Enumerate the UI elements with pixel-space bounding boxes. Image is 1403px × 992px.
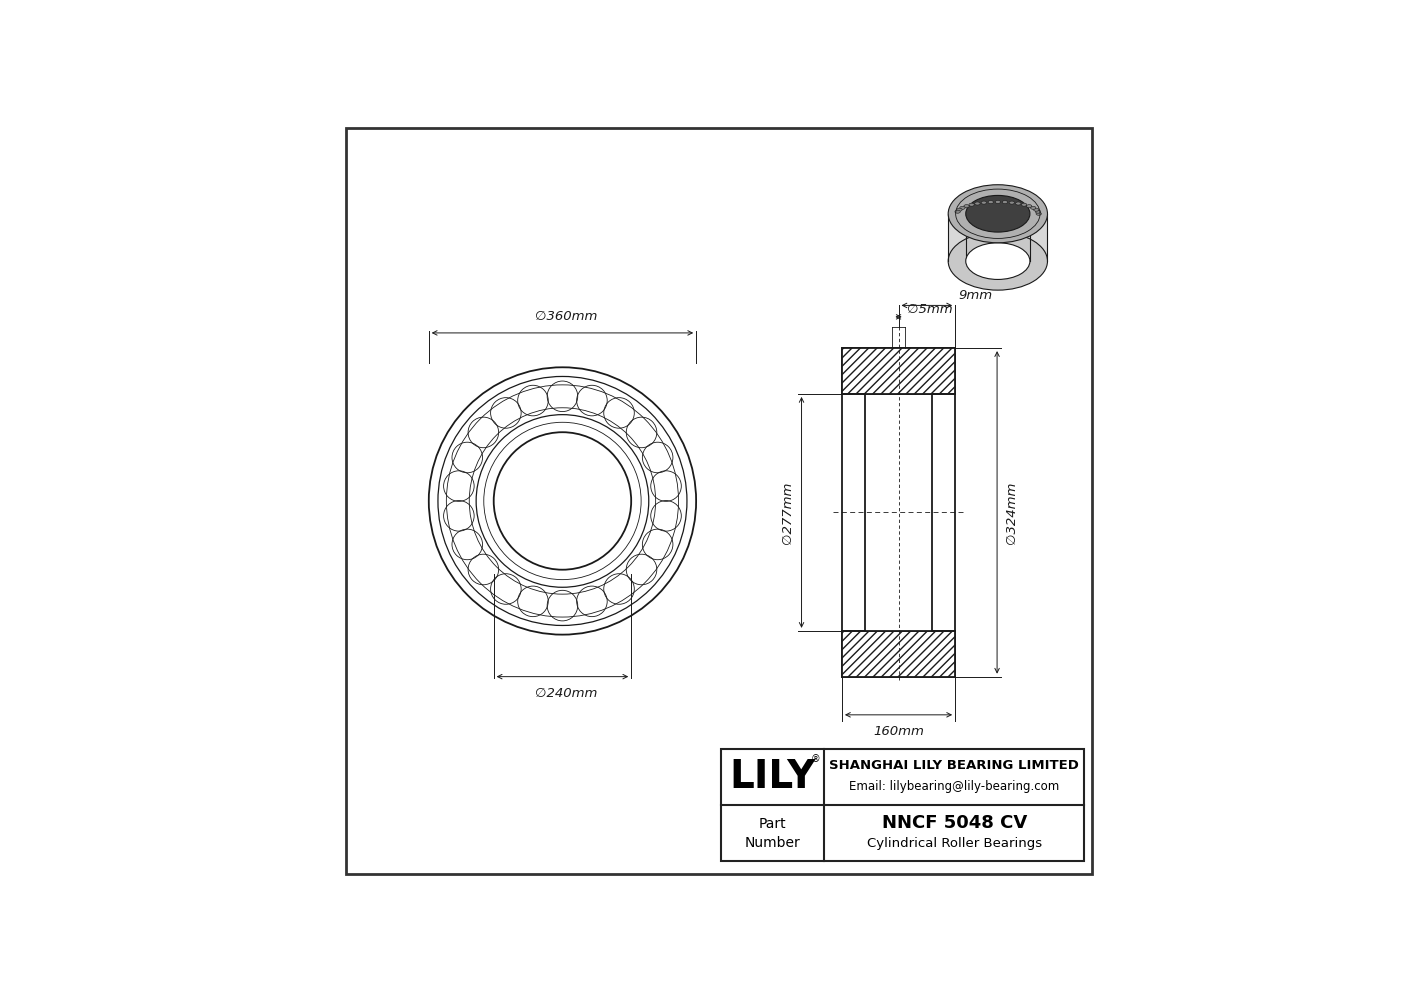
Text: ∅5mm: ∅5mm	[906, 304, 953, 316]
Ellipse shape	[1035, 210, 1041, 213]
Bar	[842, 348, 955, 394]
Ellipse shape	[1034, 208, 1038, 211]
Bar	[842, 348, 955, 677]
Bar	[842, 631, 955, 677]
Ellipse shape	[969, 203, 974, 206]
Bar	[721, 749, 1085, 861]
Ellipse shape	[948, 185, 1048, 243]
Text: Cylindrical Roller Bearings: Cylindrical Roller Bearings	[867, 837, 1042, 850]
Text: NNCF 5048 CV: NNCF 5048 CV	[881, 814, 1027, 832]
Ellipse shape	[960, 206, 965, 209]
Text: 9mm: 9mm	[958, 290, 992, 303]
Text: Part
Number: Part Number	[745, 816, 800, 850]
Ellipse shape	[988, 200, 993, 203]
Ellipse shape	[955, 210, 960, 213]
Text: SHANGHAI LILY BEARING LIMITED: SHANGHAI LILY BEARING LIMITED	[829, 759, 1079, 773]
Ellipse shape	[1027, 204, 1031, 207]
FancyBboxPatch shape	[948, 213, 1048, 261]
Text: ∅360mm: ∅360mm	[535, 310, 598, 323]
Text: ∅277mm: ∅277mm	[781, 481, 794, 544]
Ellipse shape	[964, 204, 969, 207]
Ellipse shape	[1016, 202, 1021, 205]
Ellipse shape	[965, 243, 1030, 280]
Text: ∅324mm: ∅324mm	[1005, 481, 1017, 544]
Ellipse shape	[957, 208, 962, 211]
Ellipse shape	[995, 200, 1000, 203]
Ellipse shape	[948, 232, 1048, 290]
Ellipse shape	[1021, 203, 1027, 206]
Text: ®: ®	[811, 754, 821, 764]
Ellipse shape	[1035, 212, 1041, 215]
Ellipse shape	[965, 195, 1030, 232]
Ellipse shape	[1002, 200, 1007, 203]
Ellipse shape	[981, 201, 986, 204]
Ellipse shape	[975, 202, 981, 205]
Ellipse shape	[1009, 201, 1014, 204]
Text: ∅240mm: ∅240mm	[535, 686, 598, 699]
Ellipse shape	[1031, 206, 1035, 209]
Text: 160mm: 160mm	[873, 725, 925, 738]
Text: Email: lilybearing@lily-bearing.com: Email: lilybearing@lily-bearing.com	[849, 780, 1059, 793]
Text: LILY: LILY	[730, 758, 815, 797]
